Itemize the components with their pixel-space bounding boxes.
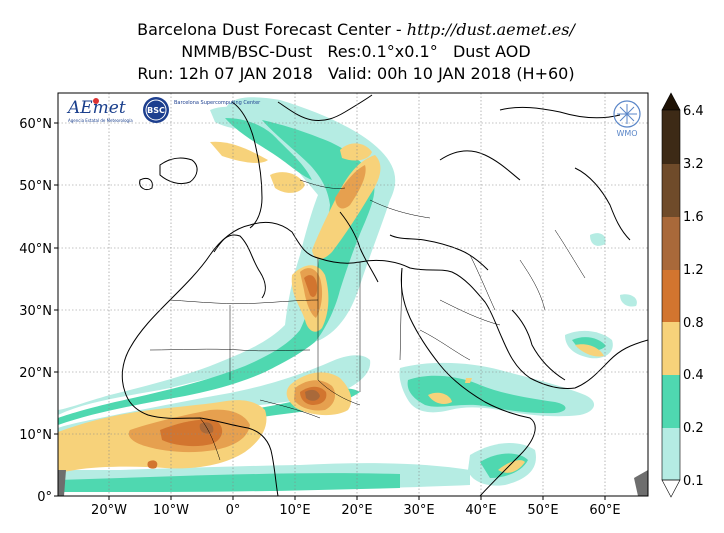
- lat-label: 30°N: [19, 304, 52, 319]
- colorbar-swatch: [662, 375, 680, 428]
- svg-text:BSC: BSC: [147, 106, 165, 115]
- lon-label: 40°E: [465, 503, 496, 518]
- lat-label: 40°N: [19, 242, 52, 257]
- colorbar-swatch: [662, 110, 680, 164]
- map-title: Barcelona Dust Forecast Center - http://…: [0, 20, 712, 40]
- colorbar-swatch: [662, 164, 680, 217]
- bsc-logo: BSC Barcelona Supercomputing Center: [143, 97, 261, 123]
- lat-label: 50°N: [19, 179, 52, 194]
- aemet-logo: AEmet Agencia Estatal de Meteorología: [66, 98, 133, 123]
- colorbar-label: 1.6: [683, 210, 704, 225]
- latitude-labels: 60°N 50°N 40°N 30°N 20°N 10°N 0°: [19, 117, 52, 505]
- model-info: NMMB/BSC-Dust Res:0.1°x0.1° Dust AOD: [181, 42, 531, 61]
- colorbar-extend-max: [661, 92, 681, 111]
- tick-marks: [54, 122, 606, 500]
- colorbar-swatch: [662, 270, 680, 322]
- title-url: http://dust.aemet.es/: [406, 20, 575, 39]
- lon-label: 10°W: [153, 503, 189, 518]
- graticule: [58, 93, 648, 496]
- country-borders: [149, 179, 586, 461]
- title-prefix: Barcelona Dust Forecast Center -: [137, 20, 407, 39]
- nodata-right: [634, 470, 648, 496]
- nodata-left: [58, 470, 66, 496]
- lon-label: 20°W: [91, 503, 127, 518]
- colorbar-label: 1.2: [683, 263, 704, 278]
- lon-label: 10°E: [279, 503, 310, 518]
- lat-label: 10°N: [19, 428, 52, 443]
- colorbar-label: 3.2: [683, 157, 704, 172]
- colorbar-label: 0.2: [683, 421, 704, 436]
- colorbar-swatch: [662, 322, 680, 375]
- colorbar-label: 0.8: [683, 316, 704, 331]
- lon-label: 50°E: [527, 503, 558, 518]
- colorbar-swatch: [662, 217, 680, 270]
- svg-text:Barcelona Supercomputing Cente: Barcelona Supercomputing Center: [174, 100, 261, 106]
- wmo-logo: WMO: [613, 100, 641, 138]
- map-frame: [57, 92, 649, 497]
- colorbar: 0.1 0.2 0.4 0.8 1.2 1.6 3.2 6.4: [661, 92, 704, 498]
- svg-text:WMO: WMO: [616, 129, 637, 138]
- colorbar-swatch: [662, 428, 680, 480]
- svg-text:AEmet: AEmet: [66, 98, 126, 118]
- colorbar-label: 0.4: [683, 368, 704, 383]
- map-area: [58, 93, 648, 496]
- lon-label: 0°: [226, 503, 241, 518]
- lat-label: 20°N: [19, 366, 52, 381]
- colorbar-labels: 0.1 0.2 0.4 0.8 1.2 1.6 3.2 6.4: [683, 104, 704, 489]
- lon-label: 60°E: [589, 503, 620, 518]
- colorbar-extend-min: [661, 479, 681, 498]
- lat-label: 0°: [37, 490, 52, 505]
- svg-text:Agencia Estatal de Meteorologí: Agencia Estatal de Meteorología: [68, 118, 133, 123]
- lat-label: 60°N: [19, 117, 52, 132]
- lon-label: 30°E: [403, 503, 434, 518]
- lon-label: 20°E: [341, 503, 372, 518]
- colorbar-label: 6.4: [683, 104, 704, 119]
- coastlines: [121, 94, 648, 496]
- longitude-labels: 20°W 10°W 0° 10°E 20°E 30°E 40°E 50°E 60…: [91, 503, 621, 518]
- colorbar-label: 0.1: [683, 474, 704, 489]
- run-info: Run: 12h 07 JAN 2018 Valid: 00h 10 JAN 2…: [137, 64, 575, 83]
- dust-level-1.6: [199, 389, 320, 434]
